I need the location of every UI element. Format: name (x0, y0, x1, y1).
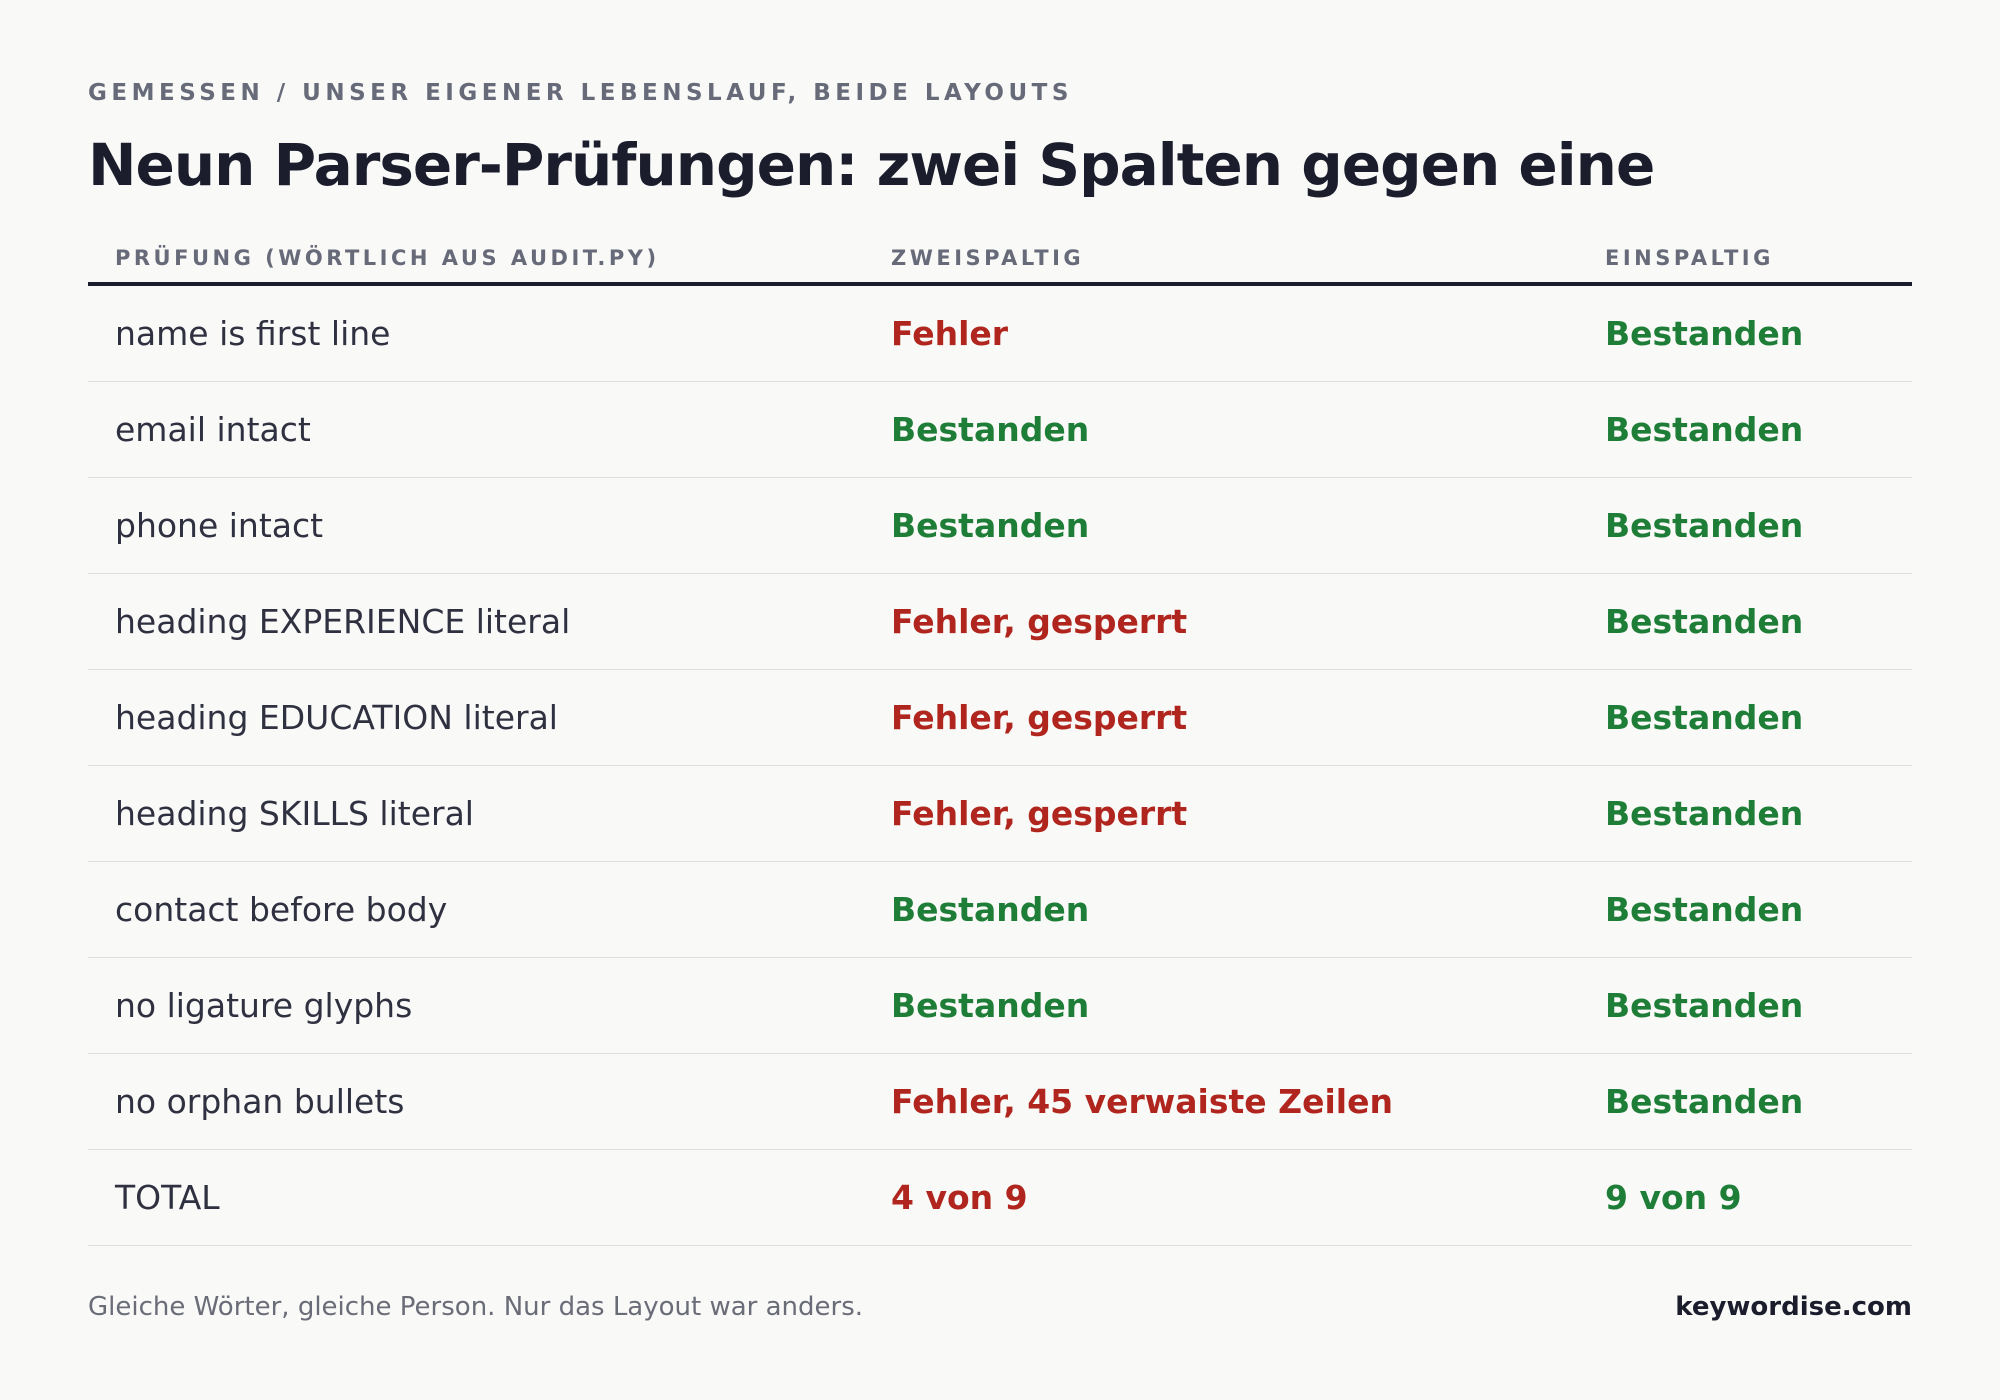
table-row: heading EDUCATION literal Fehler, gesper… (88, 669, 1912, 766)
table-row: contact before body Bestanden Bestanden (88, 861, 1912, 958)
two-column-result: Bestanden (865, 861, 1579, 958)
two-column-result: Fehler (865, 284, 1579, 382)
header-two-column: ZWEISPALTIG (865, 234, 1579, 286)
one-column-result: Bestanden (1579, 1053, 1912, 1150)
eyebrow-label: GEMESSEN / UNSER EIGENER LEBENSLAUF, BEI… (88, 80, 1073, 106)
one-column-total: 9 von 9 (1579, 1149, 1912, 1246)
two-column-result: Fehler, gesperrt (865, 669, 1579, 766)
check-name: email intact (88, 381, 865, 478)
footer-note: Gleiche Wörter, gleiche Person. Nur das … (88, 1292, 864, 1322)
two-column-result: Fehler, 45 verwaiste Zeilen (865, 1053, 1579, 1150)
one-column-result: Bestanden (1579, 573, 1912, 670)
check-name: contact before body (88, 861, 865, 958)
table-row: no ligature glyphs Bestanden Bestanden (88, 957, 1912, 1054)
check-name: name is first line (88, 284, 865, 382)
check-name: heading EXPERIENCE literal (88, 573, 865, 670)
two-column-result: Bestanden (865, 477, 1579, 574)
check-name: no orphan bullets (88, 1053, 865, 1150)
results-table: PRÜFUNG (WÖRTLICH AUS AUDIT.PY) ZWEISPAL… (88, 234, 1912, 1246)
table-row: email intact Bestanden Bestanden (88, 381, 1912, 478)
brand-label: keywordise.com (1675, 1292, 1912, 1322)
one-column-result: Bestanden (1579, 381, 1912, 478)
header-check: PRÜFUNG (WÖRTLICH AUS AUDIT.PY) (88, 234, 865, 286)
two-column-total: 4 von 9 (865, 1149, 1579, 1246)
two-column-result: Fehler, gesperrt (865, 573, 1579, 670)
table-row: heading EXPERIENCE literal Fehler, gespe… (88, 573, 1912, 670)
one-column-result: Bestanden (1579, 765, 1912, 862)
table-row: phone intact Bestanden Bestanden (88, 477, 1912, 574)
check-name: no ligature glyphs (88, 957, 865, 1054)
total-row: TOTAL 4 von 9 9 von 9 (88, 1149, 1912, 1246)
one-column-result: Bestanden (1579, 669, 1912, 766)
check-name: heading EDUCATION literal (88, 669, 865, 766)
two-column-result: Bestanden (865, 957, 1579, 1054)
one-column-result: Bestanden (1579, 957, 1912, 1054)
check-name: phone intact (88, 477, 865, 574)
one-column-result: Bestanden (1579, 284, 1912, 382)
table-header-row: PRÜFUNG (WÖRTLICH AUS AUDIT.PY) ZWEISPAL… (88, 234, 1912, 286)
two-column-result: Bestanden (865, 381, 1579, 478)
two-column-result: Fehler, gesperrt (865, 765, 1579, 862)
table-row: name is first line Fehler Bestanden (88, 284, 1912, 382)
footer: Gleiche Wörter, gleiche Person. Nur das … (88, 1290, 1912, 1324)
table-row: heading SKILLS literal Fehler, gesperrt … (88, 765, 1912, 862)
results-figure: GEMESSEN / UNSER EIGENER LEBENSLAUF, BEI… (88, 78, 1912, 1246)
one-column-result: Bestanden (1579, 477, 1912, 574)
header-one-column: EINSPALTIG (1579, 234, 1912, 286)
table-row: no orphan bullets Fehler, 45 verwaiste Z… (88, 1053, 1912, 1150)
total-label: TOTAL (88, 1149, 865, 1246)
page-title: Neun Parser-Prüfungen: zwei Spalten gege… (88, 131, 1655, 199)
check-name: heading SKILLS literal (88, 765, 865, 862)
one-column-result: Bestanden (1579, 861, 1912, 958)
